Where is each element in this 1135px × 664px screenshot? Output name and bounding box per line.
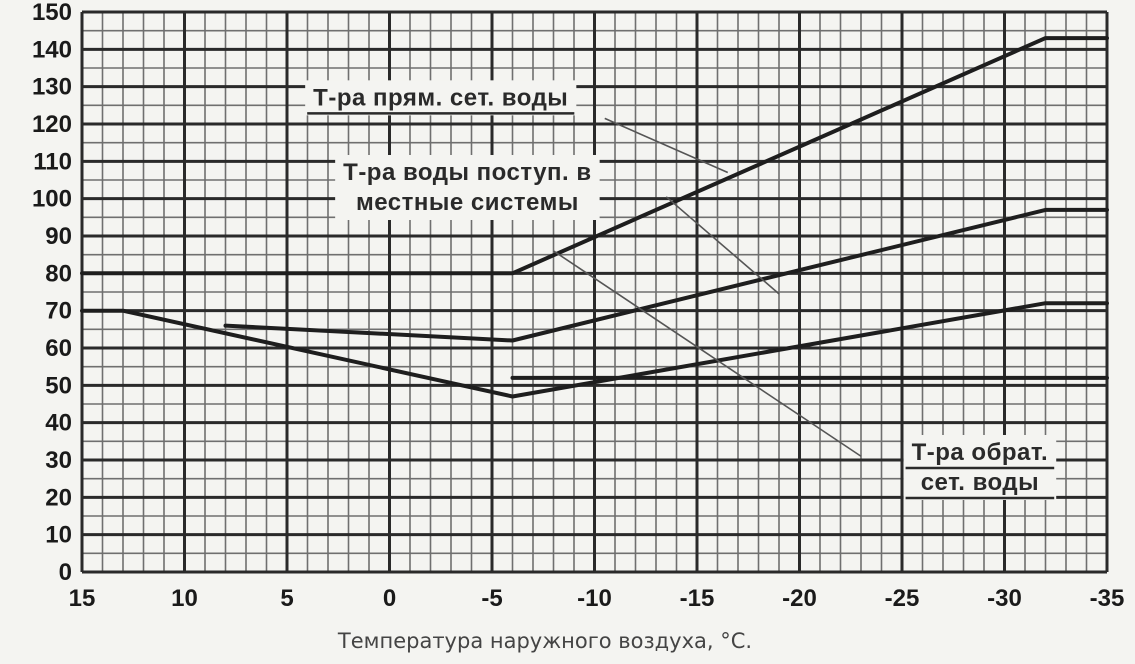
x-tick-label: 5 bbox=[280, 585, 293, 612]
series-line-1 bbox=[80, 36, 1109, 276]
x-tick-label: -15 bbox=[680, 585, 715, 612]
annotation-background bbox=[305, 80, 577, 116]
y-tick-label: 140 bbox=[32, 36, 72, 63]
annotation-text: Т-ра воды поступ. в bbox=[343, 159, 591, 186]
annotations: Т-ра прям. сет. воды Т-ра воды поступ. в м… bbox=[305, 80, 1057, 500]
annotation-3: Т-ра обрат. сет. воды bbox=[903, 435, 1057, 500]
annotation-1: Т-ра прям. сет. воды bbox=[305, 80, 577, 116]
x-axis-title: Температура наружного воздуха, °C. bbox=[337, 629, 752, 653]
x-axis-ticks: 15 10 5 0 -5 -10 -15 -20 -25 -30 -35 bbox=[69, 585, 1125, 612]
y-tick-label: 0 bbox=[59, 559, 72, 586]
annotation-2: Т-ра воды поступ. в местные системы bbox=[335, 155, 600, 220]
y-tick-label: 30 bbox=[45, 447, 72, 474]
annotation-text: сет. воды bbox=[921, 469, 1039, 496]
y-tick-label: 20 bbox=[45, 484, 72, 511]
y-tick-label: 10 bbox=[45, 522, 72, 549]
x-tick-label: 15 bbox=[69, 585, 96, 612]
y-tick-label: 40 bbox=[45, 410, 72, 437]
x-tick-label: -25 bbox=[885, 585, 920, 612]
y-tick-label: 50 bbox=[45, 372, 72, 399]
x-tick-label: -35 bbox=[1090, 585, 1125, 612]
annotation-text: Т-ра обрат. bbox=[912, 439, 1049, 466]
y-tick-label: 90 bbox=[45, 223, 72, 250]
y-axis-ticks: 0 10 20 30 40 50 60 70 80 90 100 110 120 130 140 150 bbox=[32, 0, 72, 586]
series-lines bbox=[80, 36, 1109, 399]
x-tick-label: 0 bbox=[383, 585, 396, 612]
y-tick-label: 100 bbox=[32, 186, 72, 213]
y-tick-label: 80 bbox=[45, 260, 72, 287]
y-tick-label: 70 bbox=[45, 298, 72, 325]
y-tick-label: 150 bbox=[32, 0, 72, 26]
annotation-text: местные системы bbox=[356, 189, 579, 216]
annotation-leader-2 bbox=[665, 196, 780, 295]
x-tick-label: -5 bbox=[481, 585, 502, 612]
x-tick-label: -10 bbox=[577, 585, 612, 612]
series-line-2 bbox=[223, 207, 1109, 343]
annotation-leader-3 bbox=[553, 250, 862, 457]
y-tick-label: 120 bbox=[32, 111, 72, 138]
y-tick-label: 60 bbox=[45, 335, 72, 362]
annotation-leader-1 bbox=[604, 117, 729, 174]
x-tick-label: -30 bbox=[987, 585, 1022, 612]
annotation-background bbox=[335, 155, 600, 220]
series-line-3 bbox=[80, 301, 1109, 399]
y-tick-label: 130 bbox=[32, 74, 72, 101]
y-tick-label: 110 bbox=[33, 148, 72, 175]
x-tick-label: -20 bbox=[782, 585, 817, 612]
annotation-text: Т-ра прям. сет. воды bbox=[313, 84, 568, 111]
x-tick-label: 10 bbox=[171, 585, 198, 612]
